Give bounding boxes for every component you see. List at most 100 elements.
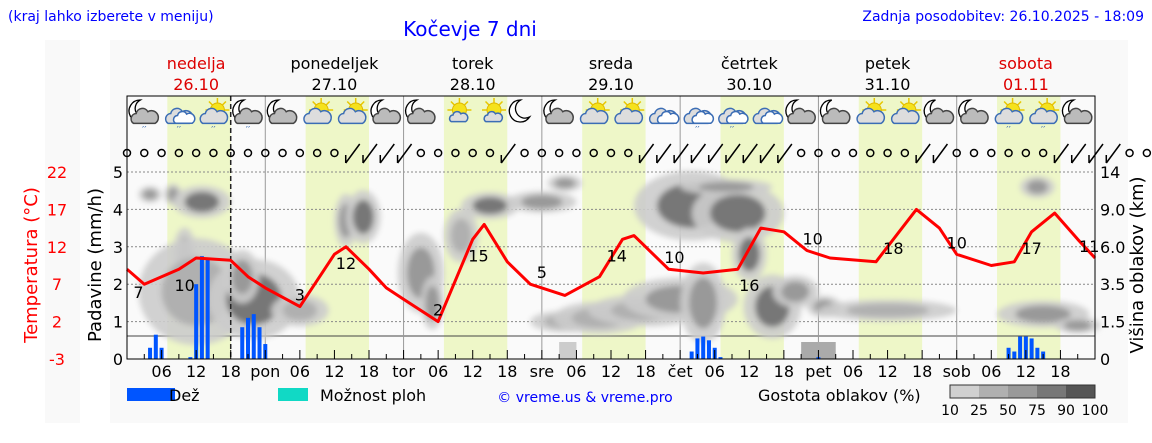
cloud-shape	[925, 107, 955, 125]
cloud-shape	[406, 107, 436, 125]
cloud-rain-icon: ′′	[683, 107, 715, 136]
temp-label: 2	[433, 301, 443, 320]
sun-ray	[1051, 100, 1057, 106]
wind-calm-icon	[1125, 148, 1134, 158]
temp-axis-tick: 2	[52, 313, 62, 332]
cloud-shape	[691, 110, 715, 124]
cloud-shape	[1063, 107, 1093, 125]
temp-label: 15	[468, 246, 488, 265]
cloud-icon	[752, 107, 784, 125]
wind-barb-icon	[379, 143, 395, 164]
x-tick-label: 06	[981, 362, 1001, 381]
wind-calm-icon	[416, 148, 426, 158]
rain-drops: ′′	[730, 125, 735, 136]
wind-calm-icon	[278, 148, 287, 158]
rain-drops: ′′	[246, 125, 251, 136]
wind-calm-icon	[572, 148, 581, 158]
x-tick-label: pet	[805, 362, 831, 381]
x-tick-label: 12	[1016, 362, 1036, 381]
moon-cloud-icon	[1061, 99, 1093, 125]
copyright-link: © vreme.us & vreme.pro	[497, 390, 672, 406]
cloud-shape	[234, 107, 263, 125]
x-tick-label: 06	[428, 362, 448, 381]
wind-barb-icon	[1088, 143, 1104, 164]
day-date: 28.10	[450, 75, 496, 94]
cloud-shape	[268, 107, 298, 125]
wind-barb-icon	[656, 143, 672, 164]
sun-ray	[450, 100, 456, 106]
x-tick-label: 18	[912, 362, 932, 381]
sun-cloud-icon	[579, 98, 610, 125]
temp-label: 5	[537, 263, 547, 282]
cloud-shape	[303, 107, 332, 125]
cloud-blob	[425, 285, 440, 320]
cloud-blob	[450, 218, 472, 253]
x-tick-label: 18	[1050, 362, 1070, 381]
rain-bar	[1012, 351, 1017, 359]
rain-bar	[1018, 336, 1023, 359]
cloud-shape	[199, 107, 229, 125]
temp-axis-label: Temperatura (°C)	[21, 187, 42, 344]
sun-ray	[865, 100, 870, 106]
rain-bar	[153, 334, 158, 359]
temp-axis-tick: 12	[47, 238, 67, 257]
sun-ray	[463, 100, 469, 106]
wind-calm-icon	[226, 148, 235, 158]
precip-axis-tick: 2	[113, 275, 123, 294]
rain-bar	[257, 327, 262, 359]
cloud-axis-tick: 6.0	[1100, 238, 1125, 257]
cloud-shape	[448, 110, 469, 123]
cloud-blob	[846, 303, 930, 318]
x-tick-label: 12	[186, 362, 206, 381]
cloud-shape	[337, 107, 367, 125]
x-tick-label: 12	[463, 362, 483, 381]
cloud-shape	[890, 107, 920, 125]
sun-cloud-icon	[303, 98, 334, 125]
location-hint[interactable]: (kraj lahko izberete v meniju)	[8, 9, 214, 25]
day-date: 01.11	[1003, 75, 1049, 94]
legend-showers-label: Možnost ploh	[320, 386, 426, 405]
rain-bar	[1023, 336, 1028, 359]
rain-drops: ′′	[142, 125, 147, 136]
rain-bar	[246, 317, 250, 359]
rain-drops: ′′	[695, 125, 700, 136]
temp-label: 10	[174, 276, 194, 295]
wind-barb-icon	[1053, 143, 1070, 164]
wind-calm-icon	[1004, 148, 1013, 158]
density-tick: 75	[1028, 403, 1046, 419]
x-tick-label: 18	[221, 362, 241, 381]
density-swatch	[1037, 385, 1066, 398]
day-name: sobota	[999, 54, 1053, 73]
cloud-shape	[725, 110, 749, 124]
rain-bar	[1006, 347, 1011, 359]
sun-ray	[484, 100, 490, 106]
cloud-icon	[648, 107, 680, 125]
wind-calm-icon	[122, 148, 132, 158]
wind-calm-icon	[831, 148, 840, 158]
cloud-shape	[960, 107, 989, 125]
wind-calm-icon	[468, 148, 477, 158]
cloud-shape	[172, 110, 196, 124]
cloud-axis-tick: 14	[1100, 163, 1120, 182]
wind-calm-icon	[451, 148, 460, 158]
day-name: torek	[452, 54, 494, 73]
rain-bar	[701, 336, 706, 359]
sun-cloud-icon	[856, 98, 887, 125]
temp-label: 17	[1021, 239, 1041, 258]
temp-label: 10	[664, 248, 684, 267]
x-tick-label: 12	[739, 362, 759, 381]
temp-label: 3	[295, 286, 305, 305]
precip-axis-tick: 0	[113, 350, 123, 369]
legend-showers-swatch	[278, 388, 308, 401]
day-date: 27.10	[312, 75, 358, 94]
wind-barb-icon	[396, 143, 413, 164]
cloud-shape	[130, 107, 160, 125]
temp-axis-tick: 17	[47, 200, 67, 219]
density-scale-frame	[949, 384, 1096, 399]
rain-bar	[148, 347, 153, 359]
sun-ray	[325, 100, 331, 106]
density-tick: 25	[970, 403, 988, 419]
wind-calm-icon	[312, 148, 322, 158]
day-name: petek	[865, 54, 911, 73]
